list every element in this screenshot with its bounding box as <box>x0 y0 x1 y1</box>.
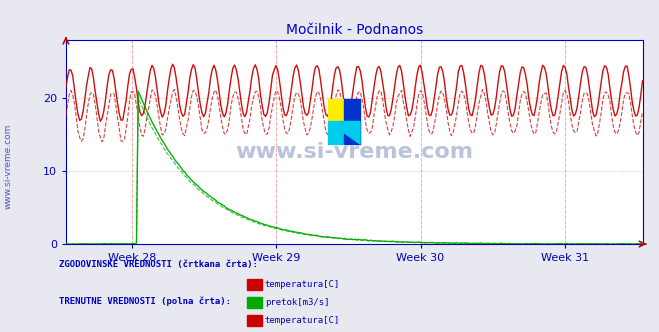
Text: ZGODOVINSKE VREDNOSTI (črtkana črta):: ZGODOVINSKE VREDNOSTI (črtkana črta): <box>59 260 258 269</box>
Polygon shape <box>328 122 360 144</box>
Bar <box>328 122 344 144</box>
Bar <box>344 122 360 144</box>
Bar <box>328 99 344 122</box>
Title: Močilnik - Podnanos: Močilnik - Podnanos <box>285 23 423 37</box>
Text: temperatura[C]: temperatura[C] <box>265 316 340 325</box>
Text: www.si-vreme.com: www.si-vreme.com <box>3 123 13 209</box>
Text: TRENUTNE VREDNOSTI (polna črta):: TRENUTNE VREDNOSTI (polna črta): <box>59 296 231 306</box>
Bar <box>344 99 360 122</box>
Text: www.si-vreme.com: www.si-vreme.com <box>235 142 473 162</box>
Text: pretok[m3/s]: pretok[m3/s] <box>265 298 330 307</box>
Text: temperatura[C]: temperatura[C] <box>265 280 340 289</box>
